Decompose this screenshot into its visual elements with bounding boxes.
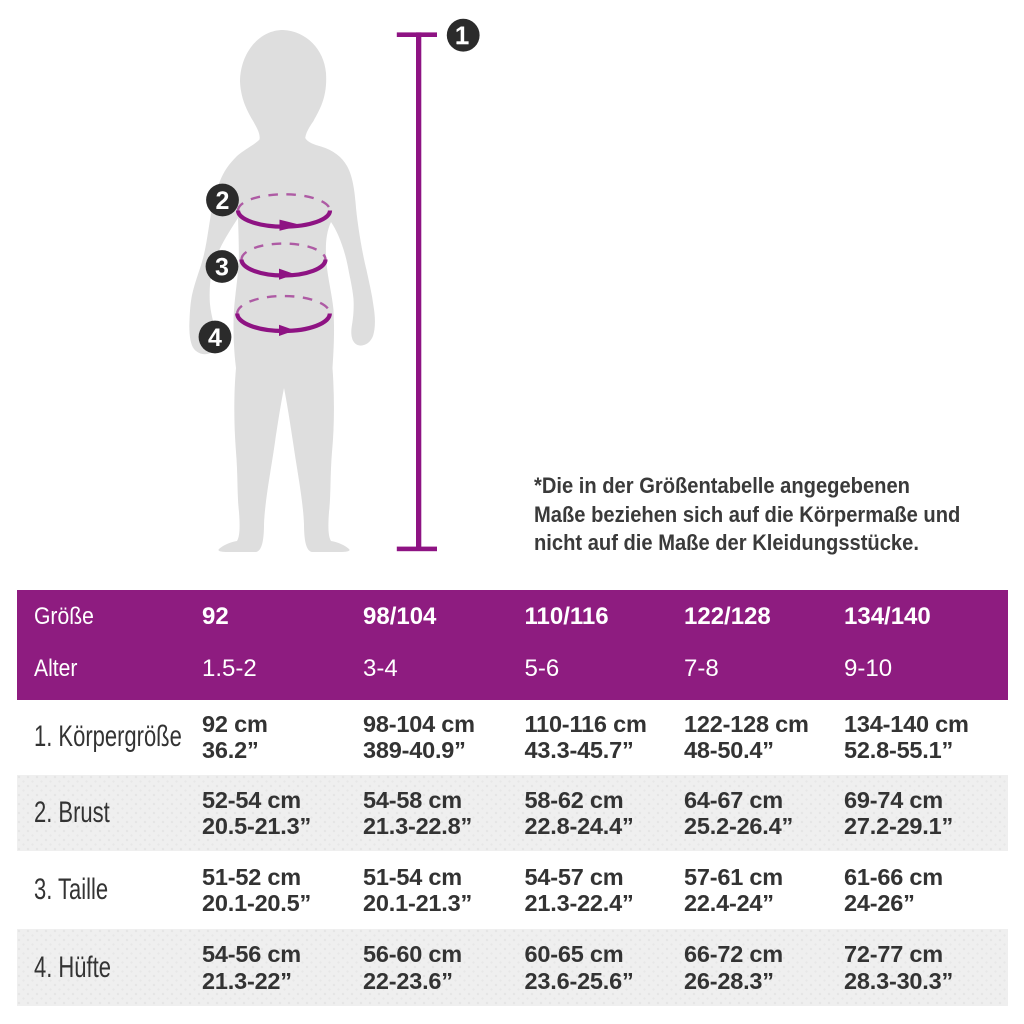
svg-text:4: 4: [208, 324, 222, 352]
svg-text:2: 2: [216, 187, 230, 215]
svg-text:3: 3: [215, 254, 229, 282]
svg-text:1: 1: [455, 22, 469, 50]
